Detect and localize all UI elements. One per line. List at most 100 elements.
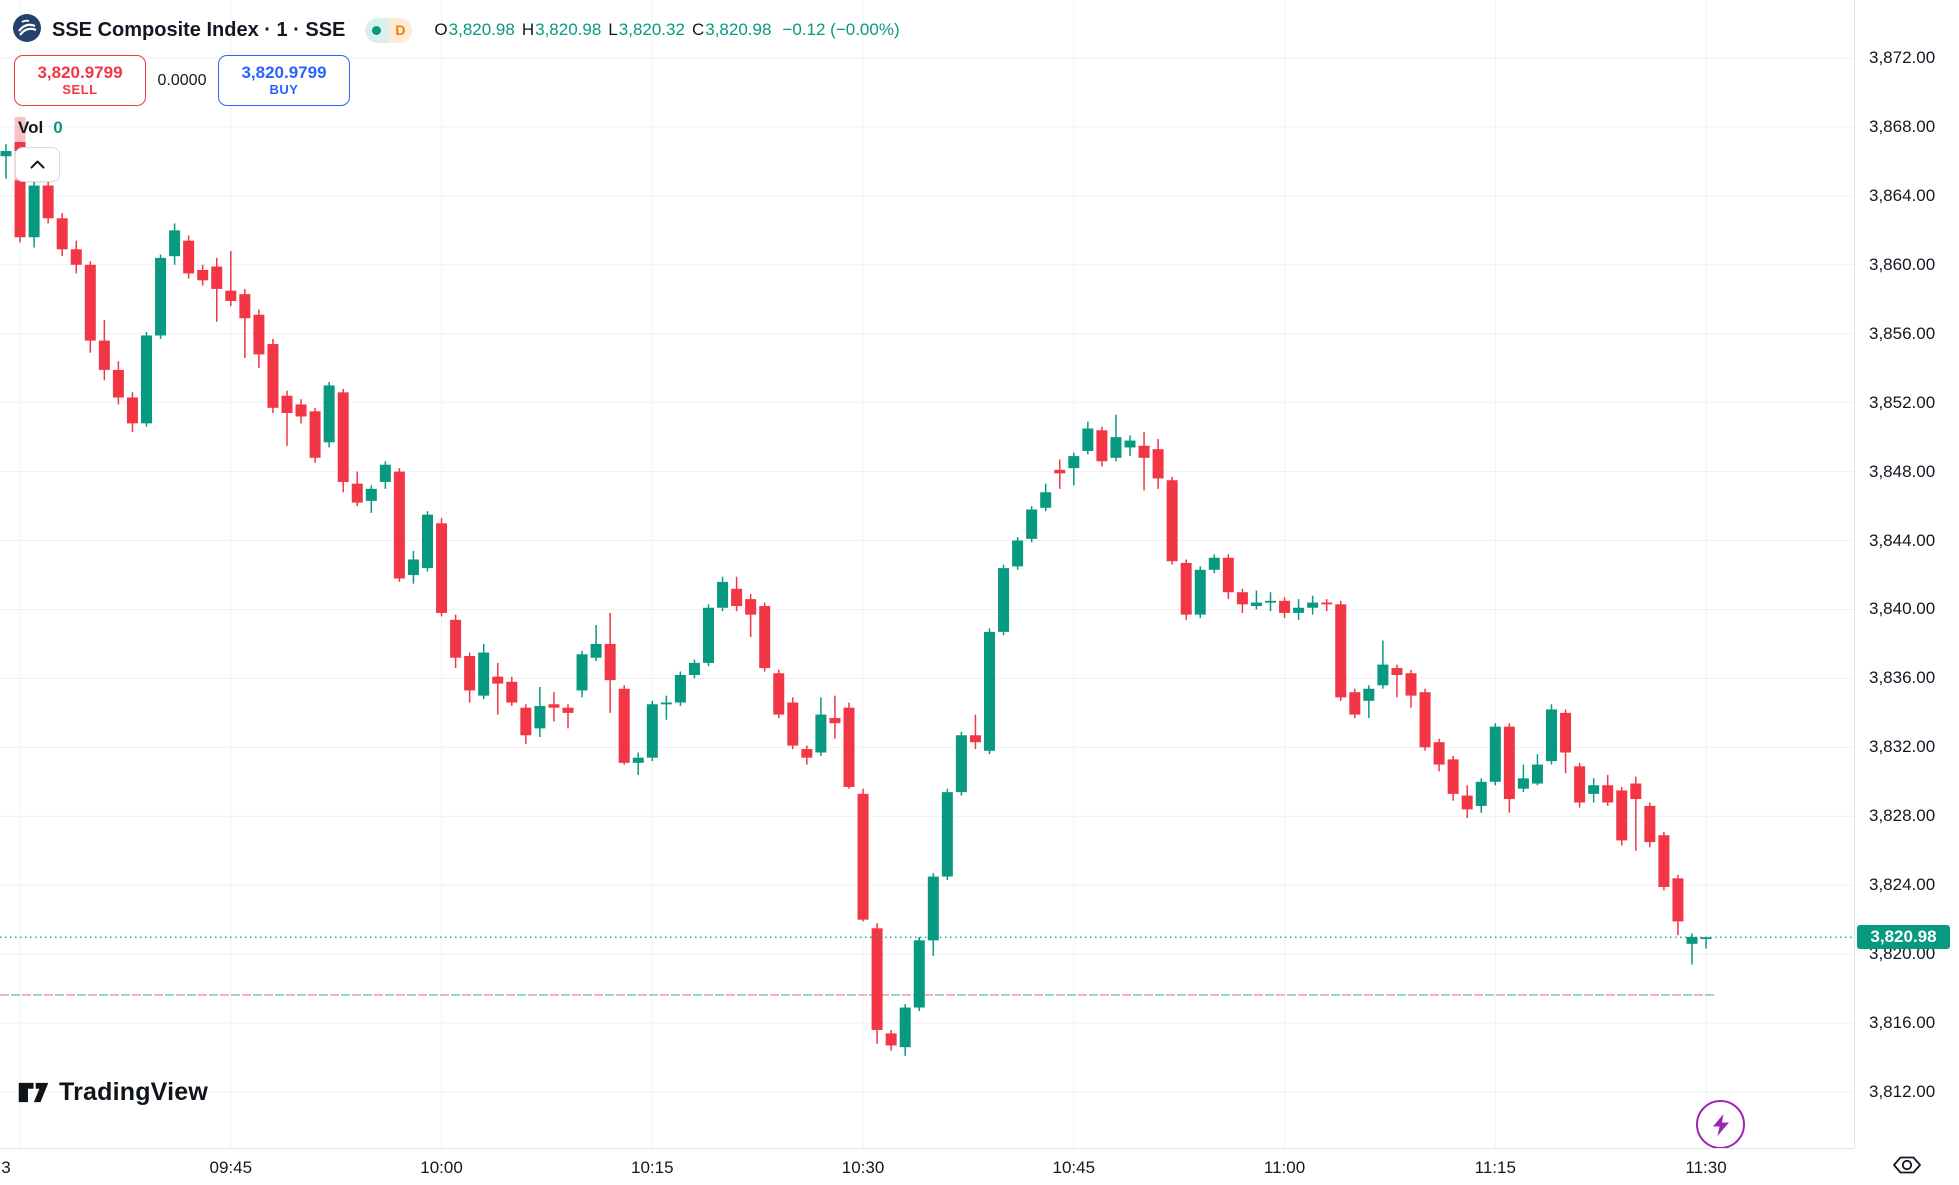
- candle-11:06: [1363, 688, 1375, 701]
- candle-11:28: [1672, 878, 1684, 922]
- candle-11:19: [1546, 709, 1557, 762]
- candle-10:54: [1194, 569, 1206, 615]
- price-tick-label: 3,860.00: [1869, 254, 1936, 274]
- symbol-title[interactable]: SSE Composite Index · 1 · SSE: [52, 18, 346, 41]
- candle-10:11: [590, 643, 602, 658]
- candle-11:16: [1503, 726, 1515, 800]
- candle-10:53: [1180, 562, 1192, 615]
- lightning-bolt-icon: [1712, 1113, 1729, 1136]
- candle-10:32: [885, 1033, 897, 1046]
- candle-11:01: [1293, 607, 1305, 613]
- candle-10:49: [1124, 440, 1136, 448]
- price-tick-label: 3,864.00: [1869, 185, 1936, 205]
- candle-11:13: [1461, 795, 1473, 810]
- chart-header: SSE Composite Index · 1 · SSE D O3,820.9…: [12, 13, 900, 48]
- low-value: 3,820.32: [618, 20, 685, 39]
- exchange-logo-icon: [12, 13, 42, 48]
- candle-10:36: [941, 792, 953, 877]
- candle-11:23: [1602, 785, 1614, 803]
- price-tick-label: 3,832.00: [1869, 737, 1936, 757]
- candle-10:39: [984, 631, 995, 751]
- candle-10:24: [773, 673, 785, 715]
- interval-badge: D: [388, 17, 413, 43]
- high-label: H: [521, 20, 535, 39]
- axis-settings-corner[interactable]: [1854, 1148, 1959, 1184]
- ohlc-readout: O3,820.98 H3,820.98 L3,820.32 C3,820.98 …: [434, 20, 899, 40]
- candle-11:17: [1517, 778, 1529, 789]
- candle-09:47: [253, 314, 265, 355]
- candle-10:52: [1166, 480, 1178, 562]
- status-pill: D: [365, 17, 413, 43]
- candle-10:28: [829, 718, 841, 724]
- quantity-field[interactable]: 0.0000: [157, 71, 207, 89]
- candle-10:05: [506, 681, 518, 703]
- candle-10:37: [955, 735, 967, 793]
- candle-10:29: [843, 707, 855, 787]
- candle-10:27: [815, 714, 827, 753]
- candle-09:29: [0, 151, 12, 157]
- buy-price: 3,820.9799: [241, 63, 327, 83]
- time-tick-label: 10:00: [420, 1158, 463, 1177]
- time-axis[interactable]: 3 09:45 10:00 10:15 10:30 10:45 11:00 11:15 11:3…: [0, 1148, 1854, 1185]
- candle-10:47: [1096, 430, 1108, 462]
- candle-11:22: [1588, 785, 1600, 794]
- current-price-badge[interactable]: 3,820.98: [1857, 925, 1950, 950]
- candle-09:51: [309, 411, 321, 458]
- candle-10:43: [1040, 492, 1052, 508]
- price-tick-label: 3,852.00: [1869, 392, 1936, 412]
- candle-10:38: [969, 735, 981, 743]
- quick-trade-button[interactable]: [1696, 1100, 1745, 1149]
- candle-10:06: [520, 707, 532, 736]
- candle-11:20: [1560, 712, 1572, 753]
- candle-09:45: [225, 290, 237, 301]
- candle-10:45: [1068, 456, 1080, 469]
- time-tick-label: 10:15: [631, 1158, 674, 1177]
- trade-widget: 3,820.9799 SELL 0.0000 3,820.9799 BUY: [14, 55, 350, 106]
- price-tick-label: 3,844.00: [1869, 530, 1936, 550]
- price-tick-label: 3,824.00: [1869, 875, 1936, 895]
- candle-09:57: [393, 471, 405, 579]
- chevron-up-icon: [30, 160, 45, 169]
- price-tick-label: 3,812.00: [1869, 1081, 1936, 1101]
- candle-11:27: [1658, 835, 1670, 887]
- candle-11:07: [1377, 664, 1389, 686]
- low-label: L: [608, 20, 618, 39]
- open-value: 3,820.98: [448, 20, 515, 39]
- price-tick-label: 3,868.00: [1869, 116, 1936, 136]
- collapse-pane-button[interactable]: [15, 147, 60, 182]
- tradingview-watermark[interactable]: TradingView: [18, 1078, 208, 1107]
- candle-11:18: [1531, 764, 1543, 784]
- candle-10:35: [927, 876, 939, 941]
- sell-button[interactable]: 3,820.9799 SELL: [14, 55, 146, 106]
- candle-11:24: [1616, 790, 1628, 841]
- candle-09:46: [239, 294, 251, 319]
- candle-10:02: [464, 655, 476, 691]
- price-tick-label: 3,828.00: [1869, 806, 1936, 826]
- candle-10:40: [998, 568, 1010, 632]
- candle-09:55: [365, 488, 377, 501]
- candle-10:04: [492, 676, 504, 684]
- volume-bar-cap: [14, 142, 26, 151]
- candle-09:41: [169, 230, 181, 257]
- buy-button[interactable]: 3,820.9799 BUY: [218, 55, 350, 106]
- candle-09:48: [267, 344, 279, 408]
- volume-label: Vol: [18, 118, 44, 137]
- candle-09:59: [422, 514, 433, 569]
- price-axis[interactable]: 3,872.00 3,868.00 3,864.00 3,860.00 3,856.00…: [1854, 0, 1959, 1184]
- candle-11:03: [1321, 602, 1333, 605]
- candle-10:16: [660, 702, 672, 705]
- candle-10:13: [618, 688, 630, 763]
- candle-10:33: [899, 1007, 911, 1048]
- candle-10:03: [478, 652, 490, 696]
- time-tick-label: 11:15: [1474, 1158, 1516, 1177]
- candle-10:19: [703, 607, 714, 663]
- time-tick-label: 11:30: [1685, 1158, 1727, 1177]
- candle-10:22: [745, 599, 757, 615]
- candle-10:01: [450, 619, 462, 658]
- candle-09:30: [14, 180, 26, 238]
- close-label: C: [691, 20, 705, 39]
- price-tick-label: 3,816.00: [1869, 1013, 1936, 1033]
- candle-10:12: [604, 643, 616, 681]
- candle-10:56: [1222, 557, 1234, 593]
